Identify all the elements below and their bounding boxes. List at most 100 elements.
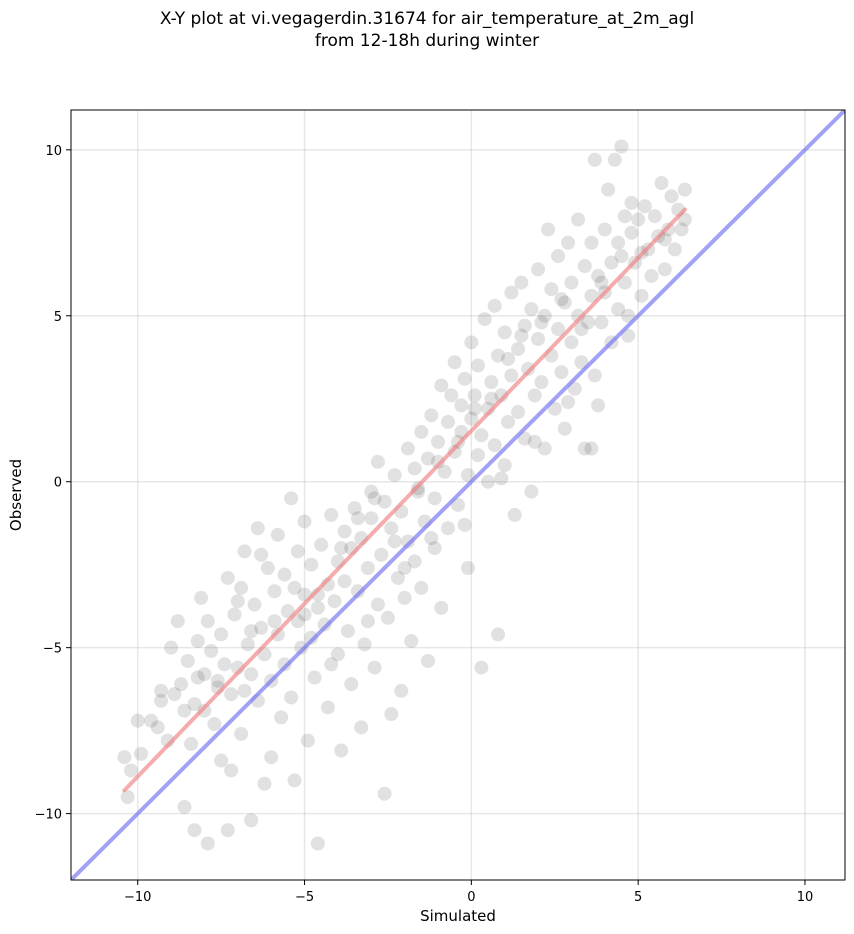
- scatter-point: [537, 308, 552, 323]
- scatter-point: [511, 405, 526, 420]
- scatter-point: [407, 554, 422, 569]
- scatter-point: [430, 454, 445, 469]
- scatter-point: [320, 700, 335, 715]
- scatter-point: [247, 597, 262, 612]
- scatter-point: [390, 570, 405, 585]
- scatter-point: [397, 561, 412, 576]
- scatter-point: [270, 527, 285, 542]
- scatter-point: [461, 468, 476, 483]
- scatter-point: [324, 657, 339, 672]
- scatter-point: [424, 408, 439, 423]
- scatter-point: [657, 262, 672, 277]
- scatter-point: [524, 302, 539, 317]
- scatter-point: [267, 584, 282, 599]
- scatter-point: [524, 484, 539, 499]
- scatter-point: [200, 614, 215, 629]
- scatter-point: [350, 511, 365, 526]
- scatter-point: [154, 683, 169, 698]
- scatter-point: [571, 212, 586, 227]
- scatter-point: [310, 600, 325, 615]
- scatter-point: [370, 597, 385, 612]
- scatter-point: [467, 388, 482, 403]
- scatter-point: [474, 428, 489, 443]
- scatter-point: [170, 614, 185, 629]
- scatter-point: [327, 594, 342, 609]
- y-tick-label: 5: [54, 310, 62, 325]
- scatter-point: [467, 401, 482, 416]
- scatter-point: [611, 235, 626, 250]
- scatter-point: [601, 182, 616, 197]
- scatter-point: [637, 199, 652, 214]
- scatter-point: [304, 630, 319, 645]
- scatter-point: [457, 517, 472, 532]
- scatter-point: [591, 268, 606, 283]
- scatter-point: [134, 746, 149, 761]
- scatter-point: [497, 325, 512, 340]
- scatter-point: [294, 640, 309, 655]
- scatter-point: [384, 521, 399, 536]
- scatter-point: [581, 315, 596, 330]
- scatter-point: [621, 308, 636, 323]
- scatter-point: [150, 720, 165, 735]
- series-line: [122, 207, 687, 793]
- x-tick-label: 5: [634, 890, 642, 905]
- scatter-point: [621, 328, 636, 343]
- scatter-point: [400, 534, 415, 549]
- scatter-point: [387, 468, 402, 483]
- scatter-point: [464, 335, 479, 350]
- scatter-point: [634, 288, 649, 303]
- scatter-point: [237, 544, 252, 559]
- scatter-point: [544, 282, 559, 297]
- scatter-point: [561, 235, 576, 250]
- scatter-point: [304, 557, 319, 572]
- scatter-point: [624, 195, 639, 210]
- scatter-point: [200, 836, 215, 851]
- scatter-point: [404, 634, 419, 649]
- scatter-point: [270, 627, 285, 642]
- scatter-point: [227, 607, 242, 622]
- scatter-point: [307, 670, 322, 685]
- scatter-point: [380, 610, 395, 625]
- scatter-point: [617, 209, 632, 224]
- scatter-point: [397, 590, 412, 605]
- scatter-point: [534, 375, 549, 390]
- scatter-point: [174, 677, 189, 692]
- scatter-point: [674, 222, 689, 237]
- scatter-point: [377, 494, 392, 509]
- scatter-point: [584, 288, 599, 303]
- scatter-point: [587, 368, 602, 383]
- scatter-point: [434, 378, 449, 393]
- scatter-point: [354, 720, 369, 735]
- scatter-point: [554, 365, 569, 380]
- scatter-point: [164, 640, 179, 655]
- scatter-point: [551, 322, 566, 337]
- scatter-point: [547, 401, 562, 416]
- scatter-point: [224, 687, 239, 702]
- scatter-point: [451, 497, 465, 512]
- scatter-point: [557, 421, 572, 436]
- scatter-point: [334, 541, 349, 556]
- chart-title-line-1: X-Y plot at vi.vegagerdin.31674 for air_…: [159, 9, 695, 29]
- scatter-point: [374, 547, 389, 562]
- scatter-point: [287, 773, 302, 788]
- scatter-point: [290, 614, 305, 629]
- scatter-point: [537, 441, 552, 456]
- scatter-point: [584, 441, 599, 456]
- scatter-point: [464, 411, 479, 426]
- x-tick-label: −10: [124, 890, 151, 905]
- scatter-point: [284, 690, 299, 705]
- scatter-point: [340, 624, 355, 639]
- x-tick-label: 10: [797, 890, 814, 905]
- scatter-point: [244, 813, 259, 828]
- scatter-point: [611, 302, 626, 317]
- scatter-point: [230, 594, 245, 609]
- scatter-point: [564, 335, 579, 350]
- scatter-point: [487, 298, 502, 313]
- scatter-point: [497, 458, 512, 473]
- scatter-point: [440, 521, 455, 536]
- scatter-point: [424, 531, 439, 546]
- scatter-point: [317, 617, 332, 632]
- scatter-point: [360, 561, 375, 576]
- scatter-point: [117, 750, 132, 765]
